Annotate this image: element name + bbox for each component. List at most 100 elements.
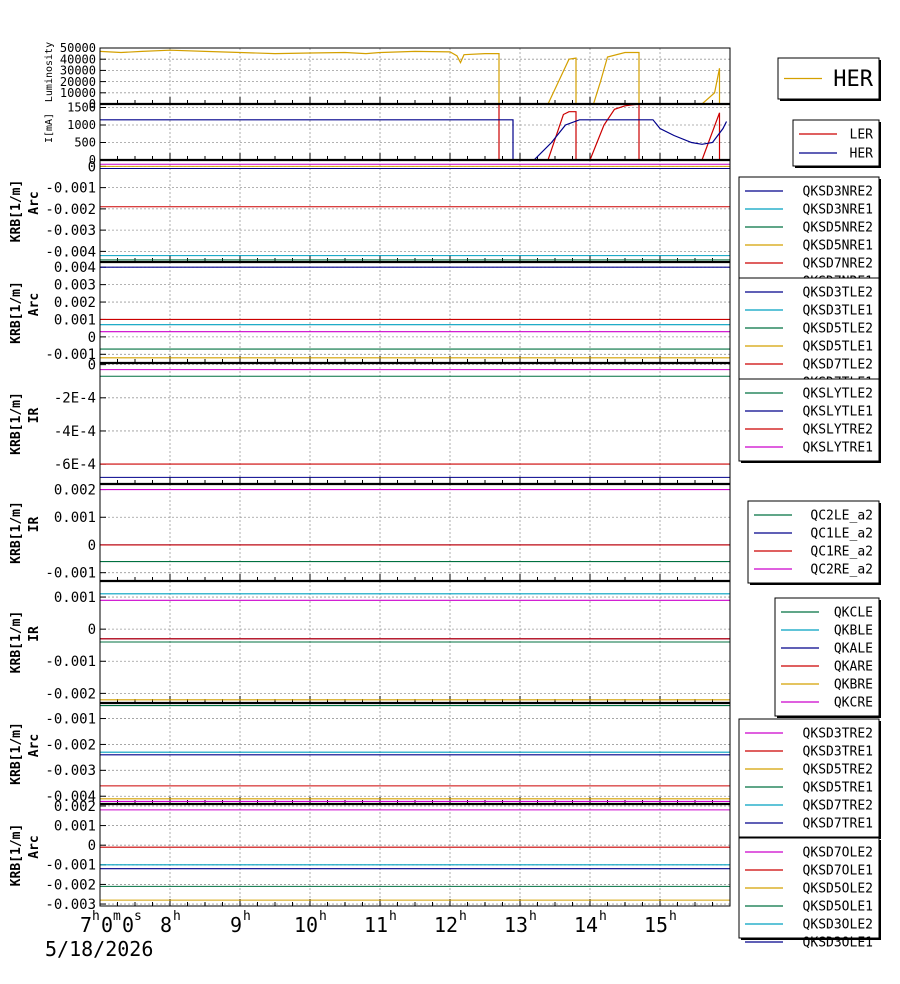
time-axis: 7 h 0 m 0 s 8 h 9 h 10 h 11 h 12 h 13 h 14 h 15 h5/18/2026: [45, 909, 677, 961]
legend-box: [738, 718, 880, 838]
y-tick-label: -0.003: [45, 763, 96, 779]
panel-frame: [99, 103, 731, 161]
legend-label-qksd5nre2: QKSD5NRE2: [803, 221, 873, 236]
x-tick-label-unit: h: [389, 909, 397, 924]
legend-label-qksd5nre1: QKSD5NRE1: [803, 239, 873, 254]
legend-panel-4: QKSD3TLE2 QKSD3TLE1 QKSD5TLE2 QKSD5TLE1 QKSD…: [738, 277, 881, 396]
legend-panel-3: QKSD3NRE2 QKSD3NRE1 QKSD5NRE2 QKSD5NRE1 QKSD…: [738, 176, 881, 295]
y-tick-label: -0.002: [45, 686, 96, 702]
legend-box: [738, 277, 880, 395]
x-tick-label-unit: h: [529, 909, 537, 924]
panel-3: 0 -0.001 -0.002 -0.003 -0.004 KRB[1/m] Arc: [9, 158, 731, 263]
legend-label-qkslytre2: QKSLYTRE2: [803, 423, 873, 438]
legend-label-qkale: QKALE: [834, 642, 873, 657]
legend-label-qksd7nre2: QKSD7NRE2: [803, 257, 873, 272]
y-tick-label: 0: [89, 153, 96, 167]
x-tick-label: 15: [644, 913, 668, 937]
y-tick-label: -6E-4: [54, 457, 96, 473]
y-axis-label: Luminosity: [44, 42, 55, 102]
y-tick-label: 0.001: [54, 510, 96, 526]
y-axis-label-group: IR: [27, 517, 42, 533]
legend-label-qkbre: QKBRE: [834, 678, 873, 693]
legend-label-qksd3nre2: QKSD3NRE2: [803, 185, 873, 200]
legend-label-qksd5tre1: QKSD5TRE1: [803, 781, 873, 796]
y-tick-label: 40000: [60, 52, 96, 66]
panel-frame: [99, 261, 731, 364]
y-tick-label: -0.002: [45, 877, 96, 893]
y-axis-label-group: Arc: [27, 293, 42, 316]
panel-frame: [99, 803, 731, 907]
y-tick-label: 0: [89, 97, 96, 111]
y-tick-label: 0.001: [54, 818, 96, 834]
x-tick-label-start-part: m: [113, 909, 121, 924]
legend-box: [792, 119, 880, 167]
y-tick-label: 1000: [67, 118, 96, 132]
legend-label-qksd5ole2: QKSD5OLE2: [803, 882, 873, 897]
panel-frame: [99, 159, 731, 263]
y-tick-label: 0.004: [54, 260, 96, 276]
date-label: 5/18/2026: [45, 937, 153, 961]
x-tick-label-start-part: 0: [101, 913, 113, 937]
y-tick-label: 0.001: [54, 312, 96, 328]
legend-label-qksd3ole2: QKSD3OLE2: [803, 918, 873, 933]
legend-panel-7: QKCLE QKBLE QKALE QKARE QKBRE QKCRE: [774, 597, 881, 718]
y-tick-label: 0.002: [54, 799, 96, 815]
legend-label-qksd7ole1: QKSD7OLE1: [803, 864, 873, 879]
legend-panel-8: QKSD3TRE2 QKSD3TRE1 QKSD5TRE2 QKSD5TRE1 QKSD…: [738, 718, 881, 839]
x-tick-label-unit: h: [243, 909, 251, 924]
y-axis-label: KRB[1/m]: [9, 281, 24, 344]
x-tick-label-unit: h: [173, 909, 181, 924]
legend-label-qkble: QKBLE: [834, 624, 873, 639]
legend-label-her: HER: [850, 147, 874, 162]
y-tick-label: -0.001: [45, 711, 96, 727]
legend-label-her: HER: [833, 67, 873, 92]
y-tick-label: -0.001: [45, 347, 96, 363]
legend-label-qkslytle2: QKSLYTLE2: [803, 387, 873, 402]
x-tick-label: 9: [230, 913, 242, 937]
y-axis-label: KRB[1/m]: [9, 180, 24, 243]
legend-label-qkare: QKARE: [834, 660, 873, 675]
y-axis-label: KRB[1/m]: [9, 392, 24, 455]
y-tick-label: -0.003: [45, 223, 96, 239]
x-tick-label: 8: [160, 913, 172, 937]
legend-label-qksd5tle1: QKSD5TLE1: [803, 340, 873, 355]
legend-label-qksd7ole2: QKSD7OLE2: [803, 846, 873, 861]
y-tick-label: -0.003: [45, 897, 96, 913]
x-tick-label-unit: h: [669, 909, 677, 924]
y-tick-label: -0.001: [45, 181, 96, 197]
y-tick-label: 10000: [60, 86, 96, 100]
y-tick-label: 0: [88, 330, 96, 346]
series-line-her: [99, 49, 727, 105]
legend-label-qc1le_a2: QC1LE_a2: [810, 527, 873, 542]
y-tick-label: 0: [88, 358, 96, 374]
panel-frame: [99, 702, 731, 805]
legend-label-qksd7tre2: QKSD7TRE2: [803, 799, 873, 814]
y-axis-label-group: Arc: [27, 191, 42, 214]
x-tick-label-start-part: 7: [80, 913, 92, 937]
y-axis-label-group: IR: [27, 408, 42, 424]
y-tick-label: 0.003: [54, 278, 96, 294]
series-line-her: [100, 119, 728, 161]
y-axis-label-group: Arc: [27, 734, 42, 757]
panel-8: -0.001 -0.002 -0.003 -0.004 KRB[1/m] Arc: [9, 701, 731, 805]
x-tick-label: 10: [294, 913, 318, 937]
y-tick-label: 0: [88, 159, 96, 175]
y-axis-label: I[mA]: [44, 113, 55, 143]
legend-panel-2: LER HER: [792, 119, 881, 168]
panel-2: 1500 1000 500 0 I[mA]: [44, 101, 731, 167]
y-tick-label: -0.002: [45, 737, 96, 753]
legend-label-qc2le_a2: QC2LE_a2: [810, 509, 873, 524]
legend-label-qksd5tre2: QKSD5TRE2: [803, 763, 873, 778]
y-tick-label: -0.004: [45, 244, 96, 260]
x-tick-label: 11: [364, 913, 388, 937]
legend-label-qc1re_a2: QC1RE_a2: [810, 545, 873, 560]
legend-label-qksd3tle1: QKSD3TLE1: [803, 304, 873, 319]
legend-panel-6: QC2LE_a2 QC1LE_a2 QC1RE_a2 QC2RE_a2: [747, 500, 881, 585]
y-tick-label: -0.001: [45, 566, 96, 582]
legend-label-qksd3ole1: QKSD3OLE1: [803, 936, 873, 951]
x-tick-label-unit: h: [319, 909, 327, 924]
panel-frame: [99, 47, 731, 105]
